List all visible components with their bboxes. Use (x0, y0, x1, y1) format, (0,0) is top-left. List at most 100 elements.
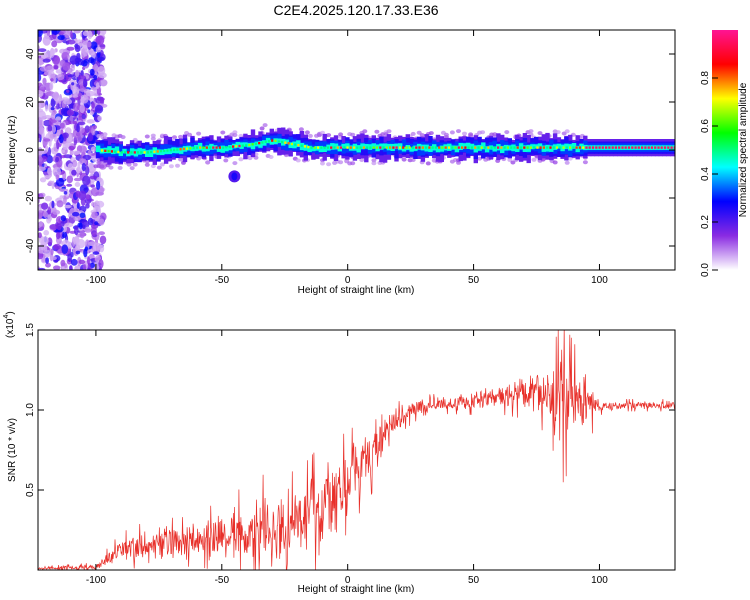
spectrogram-halo-cell (205, 160, 211, 165)
spectrogram-ridge-band (160, 144, 165, 154)
spectrogram-ridge-band (148, 149, 154, 157)
spectrogram-noise-cell (67, 253, 73, 262)
spectrogram-noise-cell (99, 235, 107, 245)
spectrogram-noise-cell (92, 251, 100, 255)
spectrogram-noise-cell (61, 244, 69, 254)
colorbar-label: Normalized spectral amplitude (738, 82, 749, 217)
spectrogram-ridge-peak (176, 148, 179, 151)
spectrogram-ridge-peak (673, 146, 675, 149)
spectrogram-ridge-peak (379, 146, 382, 149)
spectrogram-noise-cell (57, 31, 64, 36)
spectrogram-halo-cell (528, 129, 534, 134)
spectrogram-noise-cell (50, 107, 55, 111)
spectrogram-ridge-peak (261, 141, 264, 144)
snr-y-ticks: 0.5 1.0 1.5 (25, 323, 675, 497)
spectrogram-ridge-band (394, 143, 399, 150)
spectrogram-ridge-band (95, 145, 101, 152)
spectrogram-ridge-band (269, 139, 274, 145)
spectrogram-y-label: Frequency (Hz) (7, 116, 18, 185)
spectrogram-ridge-peak (457, 146, 460, 149)
spectrogram-noise-cell (81, 113, 87, 120)
spectrogram-ridge-peak (634, 146, 637, 149)
spectrogram-noise-cell (72, 94, 79, 98)
spectrogram-ridge-peak (303, 145, 307, 148)
spectrogram-noise-cell (52, 125, 56, 133)
spectrogram-ridge-peak (271, 139, 274, 142)
spectrogram-noise-cell (45, 262, 51, 268)
spectrogram-noise-cell (71, 169, 77, 176)
spectrogram-ridge-peak (173, 148, 176, 152)
spectrogram-ridge-band (296, 140, 301, 147)
spectrogram-ridge-peak (663, 146, 667, 149)
spectrogram-ridge-peak (582, 146, 585, 149)
spectrogram-noise-cell (47, 125, 53, 132)
spectrogram-ridge-peak (654, 146, 657, 149)
spectrogram-noise-cell (97, 65, 106, 76)
spectrogram-halo-cell (320, 130, 325, 135)
spectrogram-noise-cell (38, 57, 45, 65)
spectrogram-ridge-peak (310, 146, 313, 149)
spectrogram-halo-cell (232, 130, 238, 135)
spectrogram-halo-cell (175, 163, 180, 168)
spectrogram-noise-cell (75, 166, 81, 174)
spectrogram-ridge-peak (182, 147, 185, 151)
spectrogram-ridge-peak (248, 143, 251, 147)
spectrogram-ridge-band (303, 144, 308, 151)
spectrogram-ridge-peak (441, 146, 444, 149)
spectrogram-ridge-band (401, 146, 407, 152)
spectrogram-ridge-band (364, 144, 369, 149)
spectrogram-halo-cell (150, 136, 156, 141)
spectrogram-halo-cell (223, 158, 229, 163)
spectrogram-ridge-band (201, 146, 207, 152)
spectrogram-noise-cell (80, 70, 84, 77)
spectrogram-ridge-peak (326, 146, 329, 149)
spectrogram-ridge-band (322, 141, 327, 151)
spectrogram-ridge-peak (339, 146, 343, 149)
spectrogram-y-tick-label: -40 (25, 238, 36, 253)
spectrogram-ridge-peak (235, 145, 238, 148)
spectrogram-noise-cell (73, 177, 82, 182)
spectrogram-ridge-band (337, 145, 342, 152)
spectrogram-ridge-peak (549, 146, 552, 149)
spectrogram-ridge-peak (333, 146, 336, 149)
spectrogram-halo-cell (295, 158, 301, 163)
spectrogram-noise-cell (68, 145, 75, 151)
spectrogram-ridge-band (224, 146, 229, 152)
spectrogram-ridge-peak (467, 146, 470, 149)
spectrogram-halo-cell (232, 133, 238, 138)
spectrogram-ridge-band (190, 146, 195, 152)
spectrogram-ridge-peak (631, 146, 634, 149)
spectrogram-y-ticks: -40 -20 0 20 40 (25, 48, 675, 253)
spectrogram-ridge-peak (529, 146, 532, 149)
spectrogram-noise-cell (49, 224, 59, 230)
spectrogram-noise-cell (94, 221, 98, 226)
spectrogram-noise-cell (51, 30, 60, 36)
spectrogram-ridge-band (126, 152, 131, 157)
spectrogram-noise-cell (65, 222, 74, 228)
spectrogram-noise-cell (44, 195, 52, 202)
spectrogram-ridge-peak (209, 146, 212, 149)
spectrogram-ridge-peak (156, 150, 159, 153)
spectrogram-ridge-band (160, 149, 165, 156)
spectrogram-noise-cell (74, 182, 81, 187)
spectrogram-ridge-band (107, 146, 112, 154)
spectrogram-ridge-peak (500, 146, 503, 149)
spectrogram-ridge-band (239, 142, 244, 149)
spectrogram-ridge-peak (356, 146, 359, 149)
spectrogram-noise-cell (55, 116, 62, 121)
spectrogram-ridge-band (122, 148, 127, 154)
spectrogram-noise-cell (90, 51, 96, 60)
spectrogram-noise-cell (78, 145, 87, 154)
spectrogram-noise-cell (89, 175, 98, 180)
spectrogram-noise-cell (97, 115, 102, 122)
spectrogram-ridge-peak (562, 146, 565, 149)
spectrogram-halo-cell (480, 130, 486, 135)
spectrogram-ridge-band (163, 148, 169, 155)
spectrogram-ridge-peak (346, 146, 349, 149)
spectrogram-ridge-peak (317, 146, 320, 149)
spectrogram-halo-cell (150, 164, 156, 169)
spectrogram-ridge-band (213, 145, 218, 150)
spectrogram-noise-cell (93, 74, 98, 81)
spectrogram-ridge-peak (110, 150, 113, 153)
spectrogram-ridge-band (602, 145, 607, 150)
